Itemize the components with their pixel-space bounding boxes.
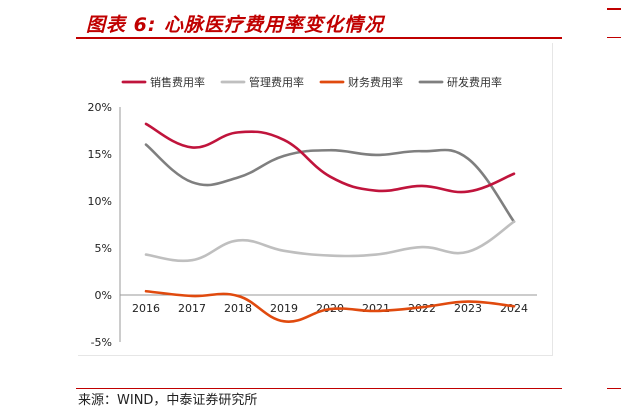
series-line [144,122,516,194]
x-tick-label: 2018 [224,302,252,315]
x-tick-label: 2019 [270,302,298,315]
series-line [144,289,516,323]
source-divider [76,388,562,389]
legend-label: 研发费用率 [447,75,502,89]
title-bar: 图表 6: 心脉医疗费用率变化情况 [76,0,562,40]
chart-legend: 销售费用率 管理费用率 财务费用率 研发费用率 [121,75,502,89]
adjacent-panel-edge-bottom [607,388,621,389]
y-tick-label: 0% [95,289,112,302]
legend-label: 管理费用率 [249,75,304,89]
series-line [144,220,516,263]
series-lines [144,122,516,323]
y-tick-label: 15% [88,148,112,161]
chart-frame [78,43,553,356]
y-tick-label: 10% [88,195,112,208]
legend-label: 销售费用率 [150,75,205,89]
page-title: 图表 6: 心脉医疗费用率变化情况 [86,14,385,36]
x-tick-label: 2017 [178,302,206,315]
y-axis: -5% 0% 5% 10% 15% 20% [88,101,121,349]
adjacent-panel-divider [607,37,621,38]
x-tick-label: 2023 [454,302,482,315]
y-tick-label: 20% [88,101,112,114]
source-note: 来源：WIND，中泰证券研究所 [78,393,258,408]
adjacent-panel-edge-top [607,8,621,10]
series-line [144,143,516,223]
y-tick-label: 5% [95,242,112,255]
legend-label: 财务费用率 [348,75,403,89]
x-tick-label: 2021 [362,302,390,315]
y-tick-label: -5% [91,336,112,349]
x-axis: 2016 2017 2018 2019 2020 2021 2022 2023 2024 [120,294,537,315]
x-tick-label: 2016 [132,302,160,315]
title-divider [76,37,562,39]
